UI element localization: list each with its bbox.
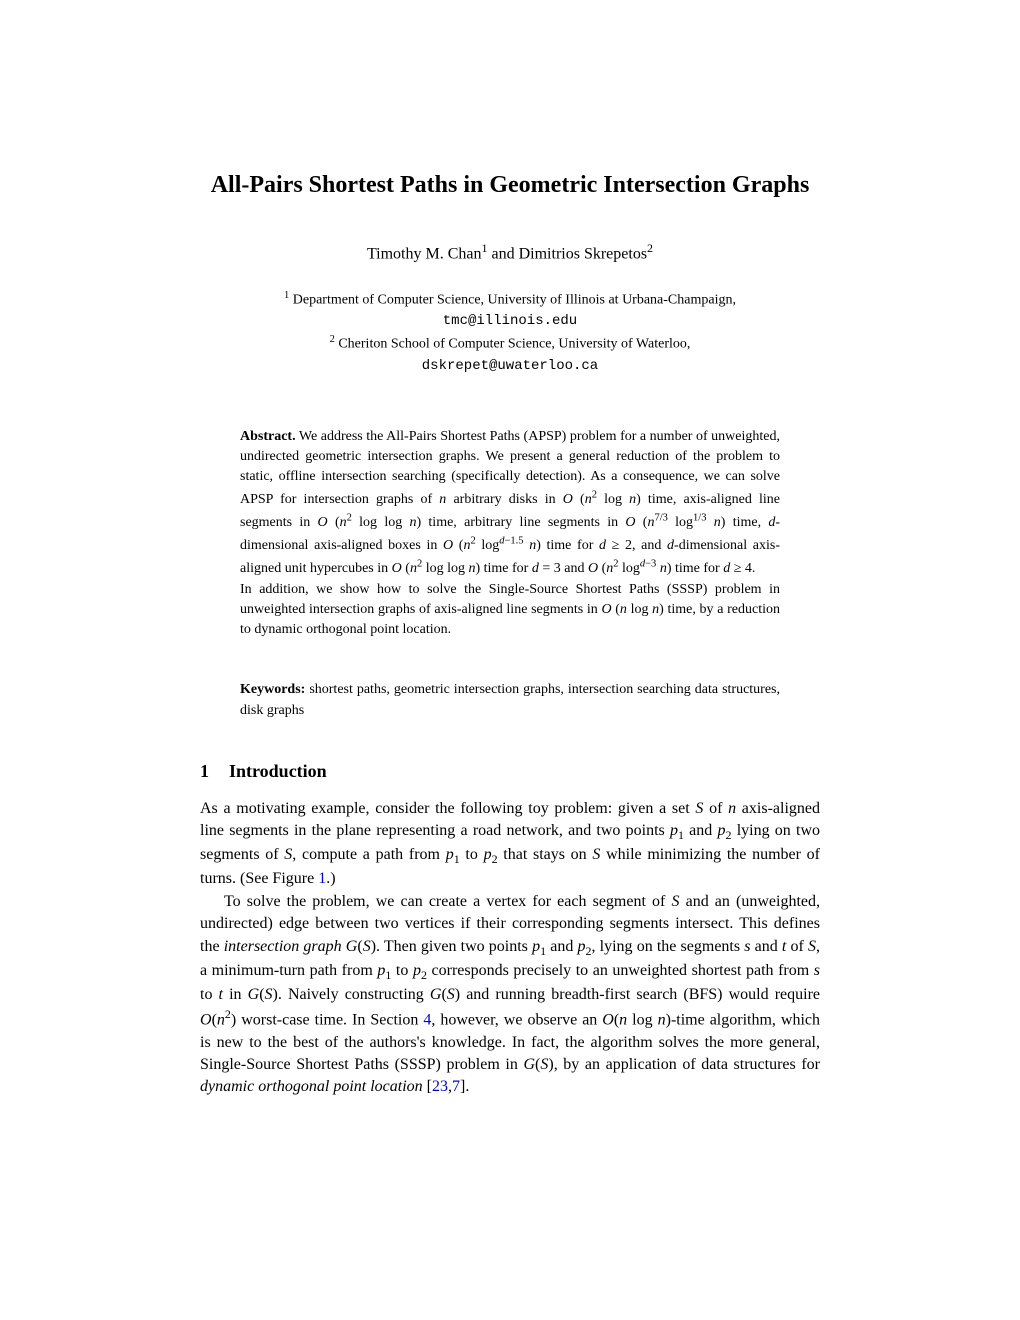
body-paragraph: To solve the problem, we can create a ve… [200, 891, 820, 1099]
section-number: 1 [200, 761, 209, 781]
section-title: Introduction [229, 761, 327, 781]
keywords-label: Keywords: [240, 682, 305, 697]
abstract-label: Abstract. [240, 429, 296, 444]
paper-title: All-Pairs Shortest Paths in Geometric In… [200, 170, 820, 201]
keywords-block: Keywords: shortest paths, geometric inte… [240, 680, 780, 721]
paper-authors: Timothy M. Chan1 and Dimitrios Skrepetos… [200, 241, 820, 263]
section-heading: 1 Introduction [200, 761, 820, 782]
keywords-text: shortest paths, geometric intersection g… [240, 682, 780, 717]
body-paragraph: As a motivating example, consider the fo… [200, 798, 820, 891]
paper-page: All-Pairs Shortest Paths in Geometric In… [0, 0, 1020, 1199]
body-text: As a motivating example, consider the fo… [200, 798, 820, 1099]
abstract-block: Abstract. We address the All-Pairs Short… [240, 427, 780, 641]
paper-affiliations: 1 Department of Computer Science, Univer… [200, 288, 820, 377]
abstract-text: We address the All-Pairs Shortest Paths … [240, 429, 780, 637]
